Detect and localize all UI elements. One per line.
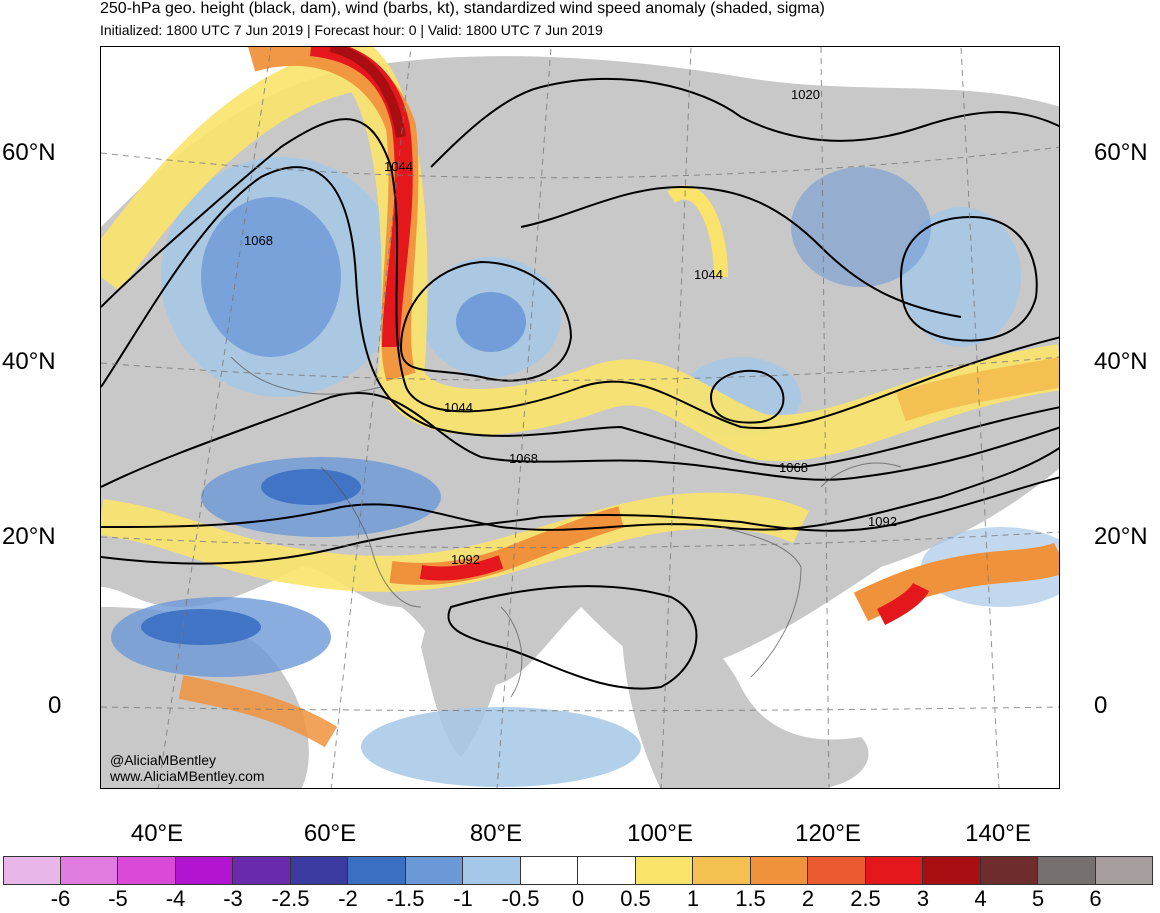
map-panel: 1020 1044 1068 1044 1044 1068 1068 1092 … [100, 46, 1060, 789]
colorbar-cell [60, 856, 118, 885]
lat-label-left: 20°N [2, 523, 56, 550]
contour-label: 1044 [444, 400, 473, 415]
lon-label: 60°E [303, 820, 357, 847]
contour-label: 1044 [694, 267, 723, 282]
map-svg: 1020 1044 1068 1044 1044 1068 1068 1092 … [101, 47, 1059, 788]
colorbar-cell [923, 856, 981, 885]
credit-handle: @AliciaMBentley [110, 752, 217, 768]
colorbar-tick-label: 0 [571, 886, 585, 911]
lat-label-right: 20°N [1094, 523, 1148, 550]
colorbar-cell [348, 856, 406, 885]
colorbar-cell [290, 856, 348, 885]
lat-label-right: 0 [1094, 692, 1108, 719]
contour-label: 1092 [451, 552, 480, 567]
lon-label: 140°E [965, 820, 1031, 847]
colorbar-tick-label: -6 [50, 886, 71, 911]
colorbar-tick-label: 2 [801, 886, 815, 911]
colorbar-tick-label: 5 [1031, 886, 1045, 911]
chart-title: 250-hPa geo. height (black, dam), wind (… [100, 0, 825, 17]
contour-label: 1068 [244, 233, 273, 248]
lon-label: 40°E [130, 820, 184, 847]
colorbar-tick-label: -3 [223, 886, 243, 911]
colorbar-tick-label: 4 [974, 886, 987, 911]
colorbar-cell [405, 856, 463, 885]
colorbar-cell [175, 856, 233, 885]
lat-label-right: 40°N [1094, 348, 1148, 375]
colorbar-cell [635, 856, 693, 885]
colorbar-cell [233, 856, 291, 885]
colorbar [3, 856, 1153, 885]
colorbar-tick-label: 1 [686, 886, 700, 911]
colorbar-tick-label: 2.5 [850, 886, 881, 911]
colorbar-tick-label: -5 [108, 886, 128, 911]
contour-label: 1044 [384, 159, 413, 174]
colorbar-cell [808, 856, 866, 885]
lat-label-right: 60°N [1094, 139, 1148, 166]
contour-label: 1068 [779, 460, 808, 475]
colorbar-tick-label: 3 [916, 886, 930, 911]
colorbar-tick-label: -1.5 [386, 886, 425, 911]
colorbar-tick-label: -1 [453, 886, 473, 911]
contour-label: 1020 [791, 87, 820, 102]
colorbar-tick-label: -0.5 [501, 886, 540, 911]
colorbar-cell [750, 856, 808, 885]
lon-label: 100°E [627, 820, 693, 847]
colorbar-tick-label: 1.5 [735, 886, 766, 911]
colorbar-cell [118, 856, 176, 885]
lon-label: 120°E [795, 820, 861, 847]
colorbar-tick-label: 0.5 [620, 886, 651, 911]
lat-label-left: 0 [48, 692, 62, 719]
colorbar-tick-label: -2 [338, 886, 358, 911]
colorbar-tick-label: 6 [1089, 886, 1102, 911]
colorbar-cell [1095, 856, 1153, 885]
credit-website: www.AliciaMBentley.com [110, 768, 265, 784]
lat-label-left: 60°N [2, 139, 56, 166]
colorbar-cell [3, 856, 61, 885]
contour-label: 1092 [868, 514, 897, 529]
colorbar-cell [463, 856, 521, 885]
colorbar-cell [865, 856, 923, 885]
land-seasia [621, 607, 869, 788]
colorbar-tick-label: -2.5 [271, 886, 310, 911]
colorbar-cell [520, 856, 578, 885]
lat-label-left: 40°N [2, 348, 56, 375]
lon-label: 80°E [469, 820, 523, 847]
colorbar-cell [1038, 856, 1096, 885]
contour-label: 1068 [509, 451, 538, 466]
colorbar-cell [693, 856, 751, 885]
chart-subtitle: Initialized: 1800 UTC 7 Jun 2019 | Forec… [100, 22, 603, 38]
colorbar-cell [578, 856, 636, 885]
colorbar-cell [980, 856, 1038, 885]
colorbar-tick-label: -4 [165, 886, 186, 911]
